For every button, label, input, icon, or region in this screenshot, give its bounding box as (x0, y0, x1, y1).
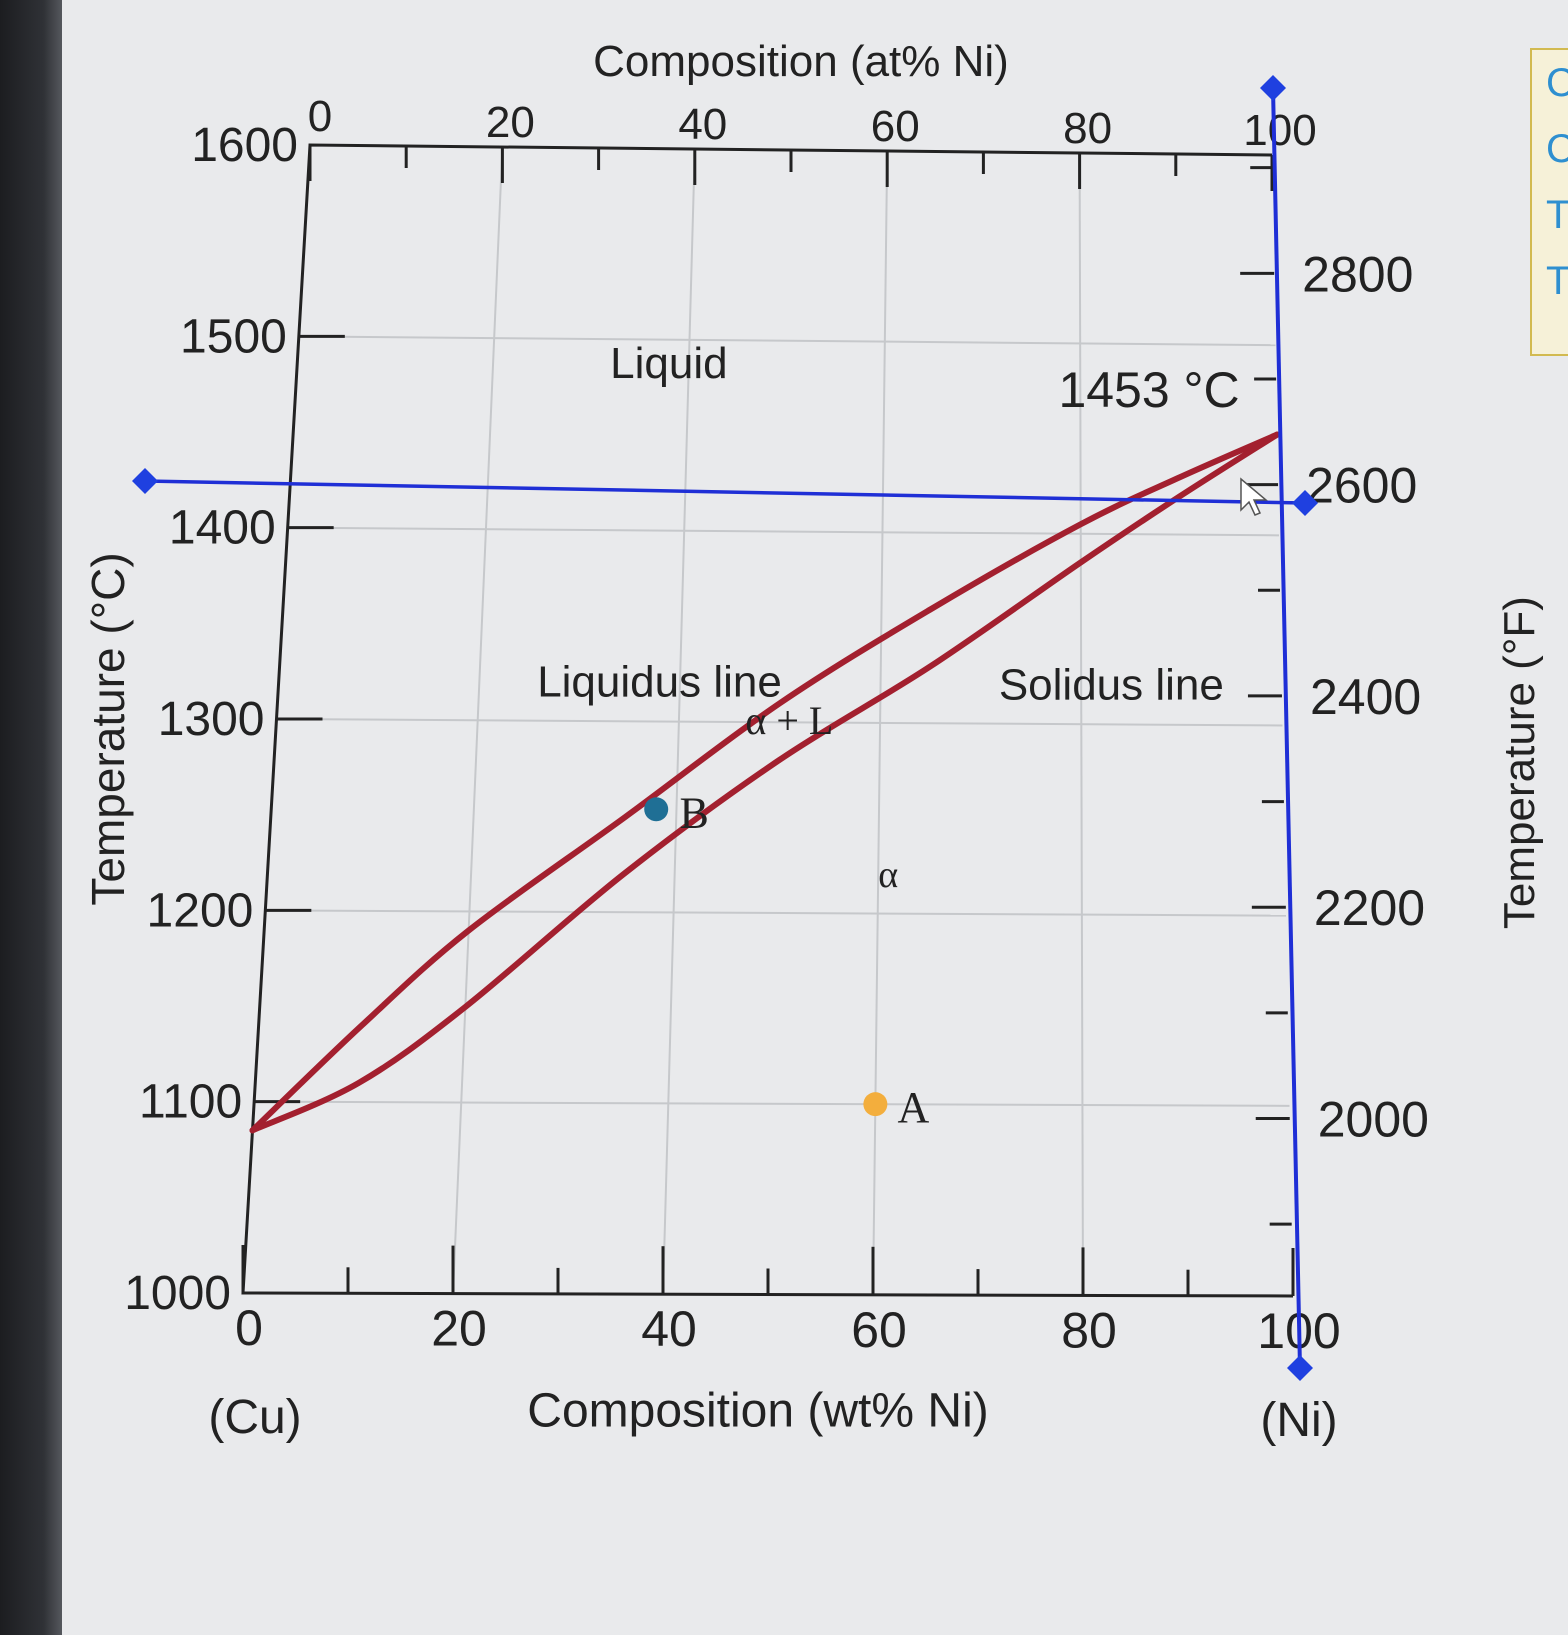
y-tick-label: 1400 (169, 502, 276, 555)
overlay-layer (132, 75, 1318, 1381)
data-point-b (644, 797, 669, 822)
guide-handle-right (1292, 490, 1318, 516)
x-top-tick-label: 60 (871, 102, 920, 151)
x-top-axis-title: Composition (at% Ni) (593, 37, 1009, 86)
data-point-label-b: B (680, 788, 709, 837)
vertical-guide-line (1271, 87, 1302, 1369)
x-tick-label: 80 (1061, 1302, 1117, 1358)
x-top-tick-label: 40 (678, 100, 727, 149)
region-label-two-phase: α + L (745, 698, 833, 743)
region-label-solid: α (878, 854, 898, 896)
guide-handle-top (1260, 75, 1286, 101)
side-panel-item[interactable]: C (1546, 61, 1568, 105)
y-right-tick-label: 2000 (1318, 1092, 1429, 1148)
y-tick-label: 1000 (124, 1267, 231, 1320)
grid-line-horizontal (254, 1100, 1290, 1107)
y-right-tick-label: 2200 (1314, 880, 1425, 936)
x-top-tick-label: 80 (1063, 104, 1112, 153)
grid-line-horizontal (287, 526, 1280, 537)
guide-handle-left (132, 468, 158, 494)
textbook-page (62, 0, 1568, 1635)
x-end-label-ni: (Ni) (1260, 1394, 1337, 1447)
solidus-line-label: Solidus line (999, 661, 1224, 710)
label-layer: Composition (wt% Ni) Composition (at% Ni)… (82, 37, 1544, 1447)
x-tick-label: 40 (641, 1301, 697, 1357)
melting-point-annotation: 1453 °C (1058, 362, 1239, 418)
side-panel-item[interactable]: T (1546, 259, 1568, 303)
guide-handle-bottom (1287, 1355, 1313, 1381)
y-right-axis-title: Temperature (°F) (1495, 596, 1544, 929)
grid-line-horizontal (276, 718, 1283, 727)
side-panel-item[interactable]: T (1546, 193, 1568, 237)
liquidus-curve (249, 431, 1281, 1134)
axis-layer: 0 20 40 60 80 1000 20 40 60 80 1001000110012001300… (124, 92, 1429, 1359)
x-tick-label: 0 (235, 1300, 263, 1356)
y-right-tick-label: 2400 (1310, 669, 1421, 725)
x-top-tick-label: 0 (308, 92, 332, 141)
region-label-liquid: Liquid (610, 339, 727, 388)
grid-line-horizontal (265, 909, 1287, 917)
x-axis-title: Composition (wt% Ni) (527, 1385, 988, 1438)
x-end-label-cu: (Cu) (208, 1391, 301, 1444)
grid-layer (254, 146, 1290, 1296)
x-top-tick-label: 20 (486, 98, 535, 147)
y-tick-label: 1100 (139, 1076, 242, 1129)
data-point-a (863, 1092, 888, 1117)
y-tick-label: 1200 (147, 884, 254, 937)
curve-layer (249, 431, 1281, 1134)
x-top-tick-label: 100 (1243, 106, 1316, 155)
y-tick-label: 1600 (191, 119, 298, 172)
side-panel[interactable]: C C T T (1530, 48, 1568, 356)
mouse-cursor-icon (1240, 477, 1269, 516)
x-tick-label: 20 (431, 1301, 487, 1357)
solidus-curve (249, 431, 1281, 1134)
x-tick-label: 60 (851, 1302, 907, 1358)
horizontal-guide-line (144, 479, 1306, 505)
y-axis-title: Temperature (°C) (82, 552, 134, 905)
y-tick-label: 1300 (158, 693, 265, 746)
data-point-label-a: A (897, 1083, 929, 1132)
y-right-tick-label: 2800 (1302, 246, 1413, 302)
grid-line-horizontal (298, 335, 1276, 347)
y-tick-label: 1500 (180, 310, 287, 363)
liquidus-line-label: Liquidus line (537, 658, 782, 707)
side-panel-item[interactable]: C (1546, 127, 1568, 171)
y-right-tick-label: 2600 (1306, 458, 1417, 514)
screen-bezel (0, 0, 62, 1635)
